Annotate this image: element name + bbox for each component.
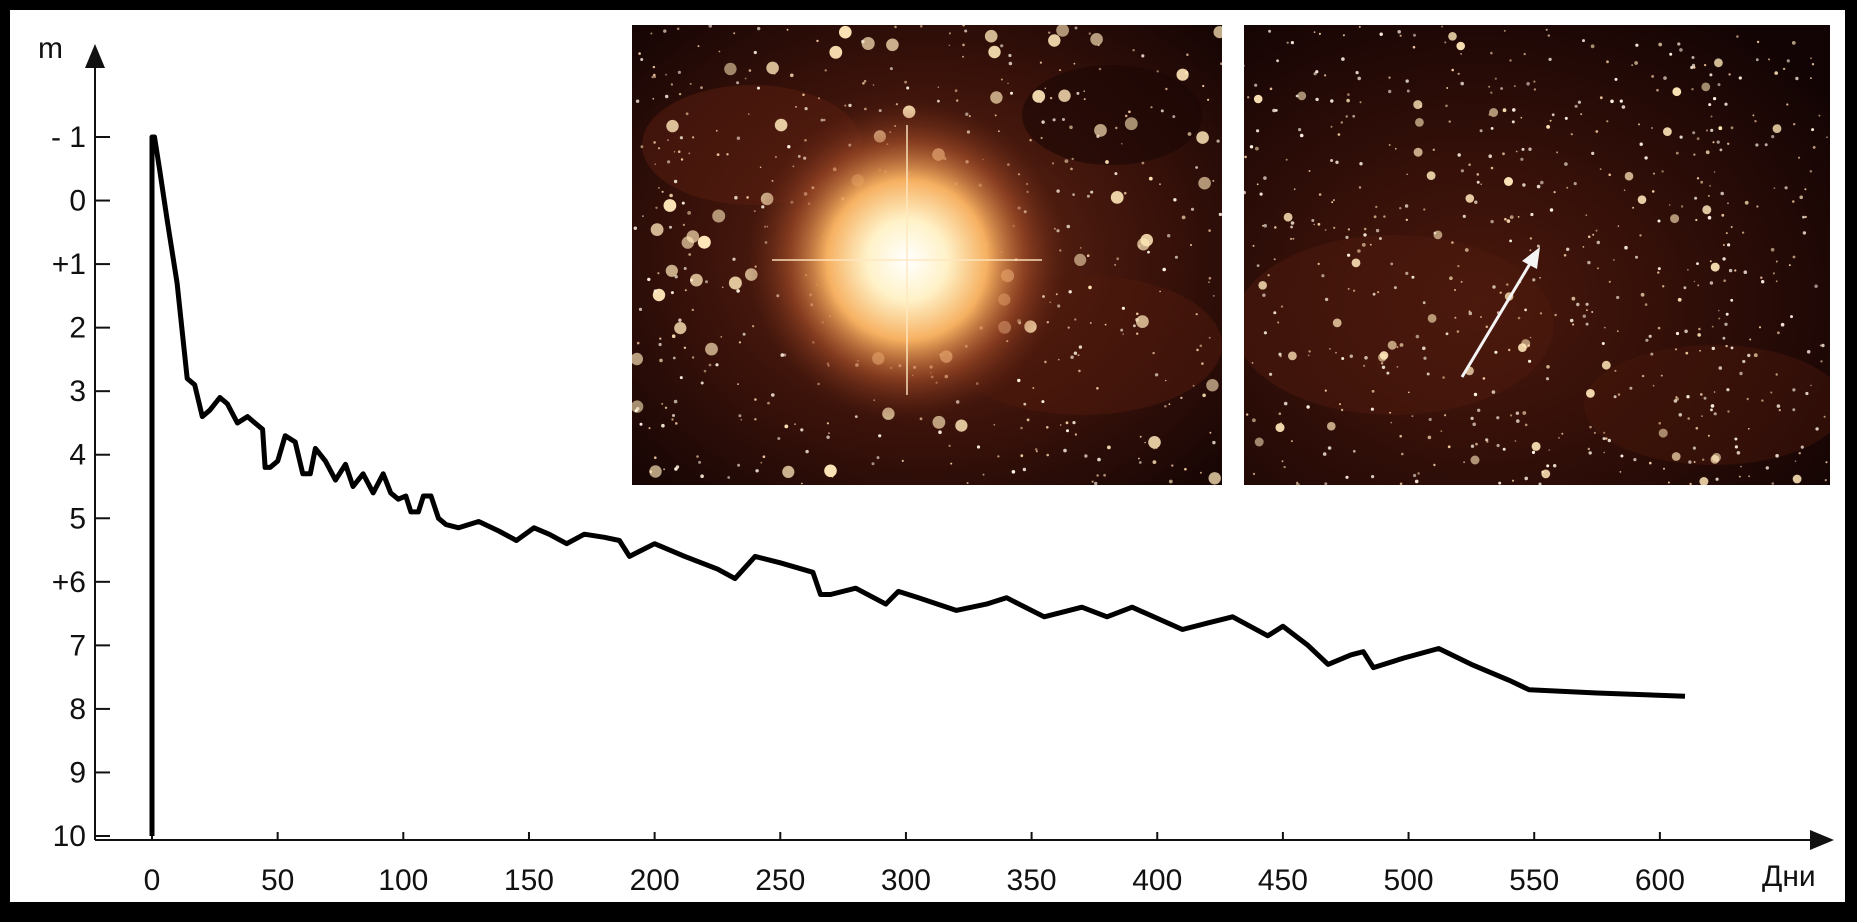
y-tick-label: 0 — [69, 185, 86, 218]
y-tick-label: +1 — [52, 248, 86, 281]
x-tick-label: 300 — [881, 864, 931, 897]
y-tick-label: 10 — [53, 820, 86, 853]
x-tick-label: 500 — [1384, 864, 1434, 897]
y-tick-label: 8 — [69, 693, 86, 726]
x-tick-label: 100 — [378, 864, 428, 897]
y-tick-label: 2 — [69, 312, 86, 345]
faint-star-photo — [1244, 25, 1830, 485]
y-tick-label: +6 — [52, 566, 86, 599]
x-tick-label: 350 — [1007, 864, 1057, 897]
x-tick-label: 400 — [1132, 864, 1182, 897]
x-tick-label: 250 — [755, 864, 805, 897]
x-axis-label: Дни — [1762, 860, 1816, 893]
x-ticks: 0 50 100 150 200 250 300 350 400 450 500 550 600 — [144, 832, 1685, 897]
x-tick-label: 200 — [630, 864, 680, 897]
y-axis-label: m — [38, 32, 63, 65]
y-tick-label: 9 — [69, 756, 86, 789]
faint-star-photo-icon — [1244, 25, 1830, 485]
series-layer — [149, 134, 1686, 836]
x-tick-label: 450 — [1258, 864, 1308, 897]
y-tick-label: 7 — [69, 629, 86, 662]
x-tick-label: 550 — [1509, 864, 1559, 897]
y-tick-label: - 1 — [51, 121, 86, 154]
pointer-arrow-icon — [1460, 247, 1540, 378]
x-tick-label: 600 — [1635, 864, 1685, 897]
y-tick-label: 5 — [69, 502, 86, 535]
x-tick-label: 150 — [504, 864, 554, 897]
y-tick-label: 4 — [69, 439, 86, 472]
bright-star-photo-icon — [632, 25, 1222, 485]
y-tick-label: 3 — [69, 375, 86, 408]
y-ticks: - 1 0 +1 2 3 4 5 +6 7 8 9 10 — [51, 121, 110, 853]
x-tick-label: 0 — [144, 864, 161, 897]
light-curve-line — [149, 134, 1686, 836]
x-tick-label: 50 — [261, 864, 294, 897]
bright-star-photo — [632, 25, 1222, 485]
